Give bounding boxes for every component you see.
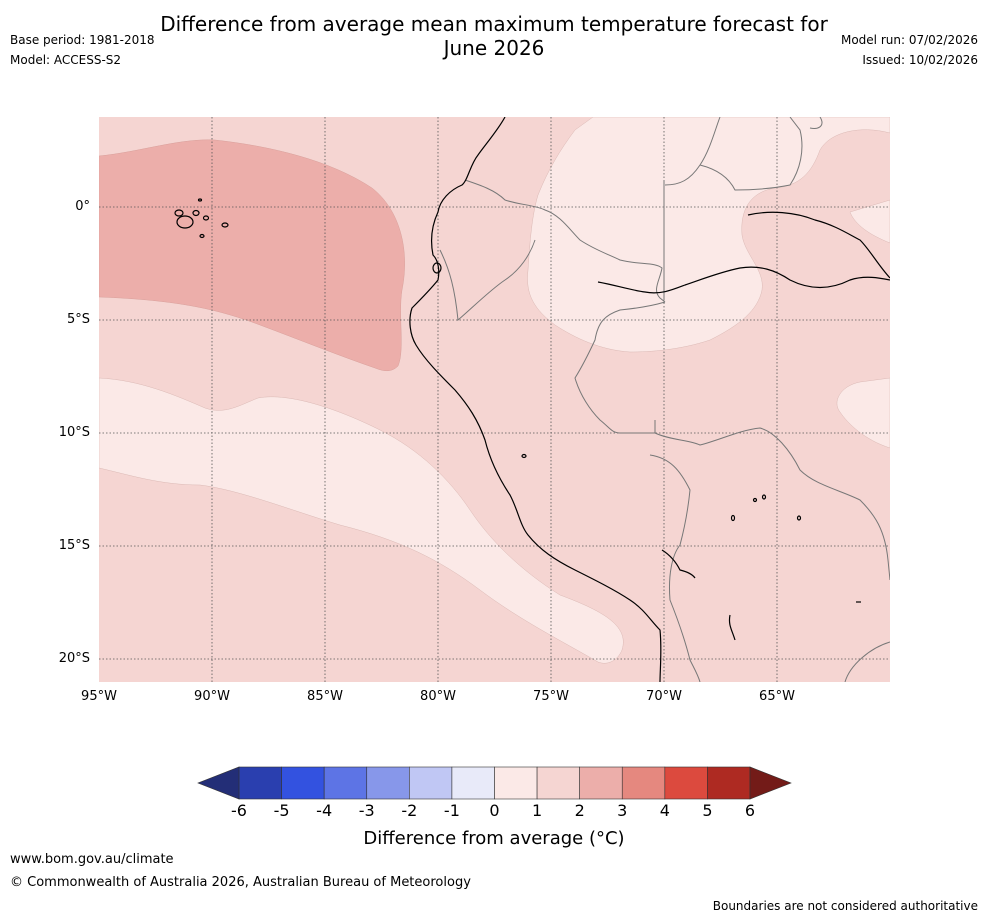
anomaly-weak-east-2 bbox=[836, 377, 890, 449]
lon-label-85w: 85°W bbox=[307, 689, 343, 704]
lon-label-75w: 75°W bbox=[533, 689, 569, 704]
colorbar-low-extend bbox=[197, 766, 240, 800]
anomaly-warm-patch bbox=[99, 139, 405, 371]
colorbar-bin bbox=[281, 766, 325, 800]
lat-label-10s: 10°S bbox=[58, 425, 90, 440]
lon-label-80w: 80°W bbox=[420, 689, 456, 704]
colorbar-bin bbox=[579, 766, 623, 800]
colorbar-label: Difference from average (°C) bbox=[363, 828, 625, 849]
coastline bbox=[174, 117, 890, 682]
lon-label-95w: 95°W bbox=[81, 689, 117, 704]
title-line-2: June 2026 bbox=[443, 36, 545, 60]
lon-label-70w: 70°W bbox=[646, 689, 682, 704]
anomaly-weak-east-1 bbox=[849, 199, 890, 244]
colorbar-tick-label: 3 bbox=[617, 801, 628, 820]
colorbar-tick-label: 5 bbox=[702, 801, 713, 820]
meta-right: Model run: 07/02/2026 Issued: 10/02/2026 bbox=[841, 30, 978, 70]
anomaly-weak-north bbox=[527, 117, 890, 353]
colorbar-tick-label: 6 bbox=[744, 801, 756, 820]
colorbar-tick-label: 1 bbox=[531, 801, 543, 820]
footer-copyright: © Commonwealth of Australia 2026, Austra… bbox=[10, 875, 471, 890]
title-line-1: Difference from average mean maximum tem… bbox=[160, 12, 828, 36]
colorbar-bin bbox=[494, 766, 538, 800]
colorbar-high-extend bbox=[749, 766, 792, 800]
colorbar-bin bbox=[409, 766, 453, 800]
colorbar-bin bbox=[238, 766, 282, 800]
footer-url[interactable]: www.bom.gov.au/climate bbox=[10, 852, 174, 867]
meta-left: Base period: 1981-2018 Model: ACCESS-S2 bbox=[10, 30, 155, 70]
map-title: Difference from average mean maximum tem… bbox=[0, 12, 988, 60]
country-borders bbox=[439, 117, 890, 682]
base-period: Base period: 1981-2018 bbox=[10, 33, 155, 47]
colorbar-bin bbox=[621, 766, 666, 800]
lon-label-90w: 90°W bbox=[194, 689, 230, 704]
colorbar-tick-label: -2 bbox=[401, 801, 418, 820]
lat-label-15s: 15°S bbox=[58, 538, 90, 553]
anomaly-weak-band bbox=[99, 377, 624, 664]
colorbar-tick-label: 4 bbox=[659, 801, 670, 820]
colorbar-bins bbox=[238, 766, 751, 800]
colorbar-tick-label: 2 bbox=[574, 801, 585, 820]
colorbar-bin bbox=[664, 766, 708, 800]
model-run: Model run: 07/02/2026 bbox=[840, 33, 978, 47]
colorbar-bin bbox=[536, 766, 580, 800]
colorbar-bin bbox=[451, 766, 495, 800]
colorbar-tick-label: -3 bbox=[358, 801, 375, 820]
lat-label-0: 0° bbox=[75, 199, 90, 214]
colorbar-tick-label: -5 bbox=[273, 801, 290, 820]
colorbar-tick-label: -6 bbox=[231, 801, 247, 820]
colorbar-tick-label: -4 bbox=[316, 801, 333, 820]
lon-label-65w: 65°W bbox=[759, 689, 795, 704]
footer-disclaimer: Boundaries are not considered authoritat… bbox=[712, 899, 978, 913]
colorbar-bin bbox=[707, 766, 751, 800]
lat-label-20s: 20°S bbox=[58, 651, 90, 666]
model-name: Model: ACCESS-S2 bbox=[10, 53, 122, 67]
graticule bbox=[99, 117, 890, 682]
lat-label-5s: 5°S bbox=[66, 312, 90, 327]
colorbar-tick-label: 0 bbox=[489, 801, 500, 820]
map-panel bbox=[99, 117, 890, 682]
colorbar-bin bbox=[366, 766, 410, 800]
issued-date: Issued: 10/02/2026 bbox=[862, 53, 978, 67]
colorbar-tick-label: -1 bbox=[443, 801, 460, 820]
colorbar-bin bbox=[323, 766, 368, 800]
